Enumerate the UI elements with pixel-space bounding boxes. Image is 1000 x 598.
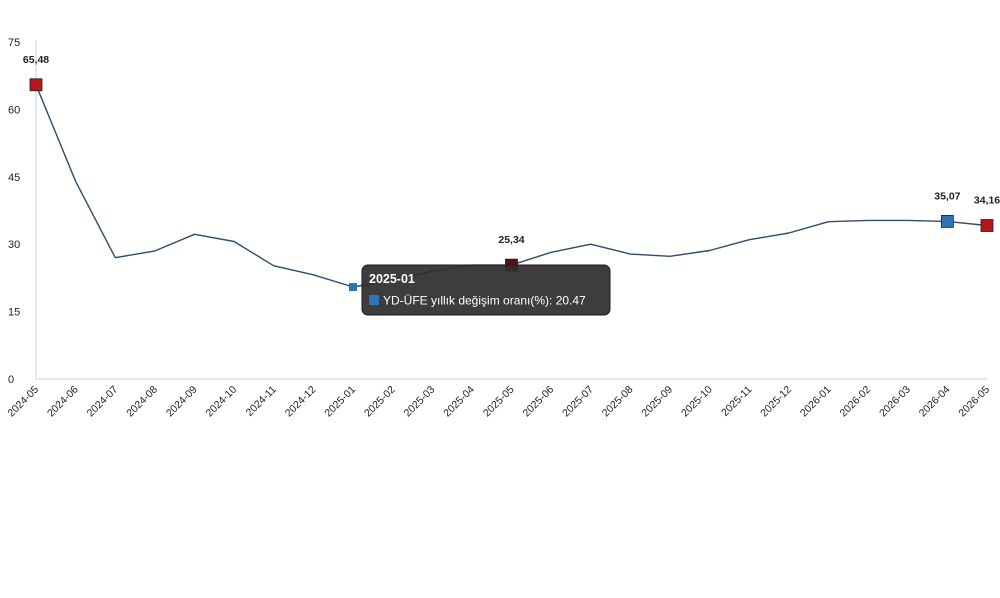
y-tick-label: 30 <box>8 239 20 251</box>
tooltip-swatch <box>369 295 379 305</box>
x-tick-label: 2025-12 <box>758 384 794 420</box>
x-tick-label: 2025-11 <box>719 384 754 419</box>
tooltip: 2025-01 YD-ÜFE yıllık değişim oranı(%): 2… <box>349 265 610 315</box>
highlight-marker[interactable] <box>941 215 953 227</box>
y-tick-label: 45 <box>8 172 20 184</box>
x-tick-label: 2025-02 <box>362 384 398 420</box>
markers-layer: 65,48 25,34 35,07 34,16 <box>23 54 1000 271</box>
x-tick-label: 2026-05 <box>956 384 992 420</box>
x-tick-label: 2026-02 <box>838 384 874 420</box>
highlight-marker[interactable] <box>981 220 993 232</box>
highlight-marker[interactable] <box>30 79 42 91</box>
x-tick-label: 2026-04 <box>917 384 953 420</box>
x-tick-label: 2025-08 <box>600 384 636 420</box>
x-tick-label: 2026-03 <box>877 384 913 420</box>
series-layer <box>36 85 987 287</box>
y-tick-label: 15 <box>8 307 20 319</box>
data-label: 34,16 <box>974 195 1000 207</box>
x-tick-label: 2024-06 <box>45 384 81 420</box>
x-tick-label: 2025-07 <box>560 384 596 420</box>
x-tick-label: 2025-01 <box>322 384 358 420</box>
x-tick-label: 2025-04 <box>441 384 477 420</box>
x-tick-label: 2025-05 <box>481 384 517 420</box>
x-tick-label: 2024-11 <box>244 384 279 419</box>
x-tick-label: 2025-09 <box>639 384 675 420</box>
x-tick-label: 2025-10 <box>679 384 715 420</box>
x-tick-label: 2024-09 <box>164 384 200 420</box>
tooltip-text: YD-ÜFE yıllık değişim oranı(%): 20.47 <box>383 294 586 308</box>
x-tick-label: 2026-01 <box>798 384 834 420</box>
hover-point-marker[interactable] <box>349 283 357 291</box>
axes <box>36 40 987 379</box>
y-tick-label: 75 <box>8 37 20 49</box>
y-tick-label: 60 <box>8 104 20 116</box>
y-axis-ticks: 0 15 30 45 60 75 <box>8 37 20 386</box>
x-tick-label: 2024-12 <box>283 384 319 420</box>
data-label: 65,48 <box>23 54 49 66</box>
y-tick-label: 0 <box>8 374 14 386</box>
x-tick-label: 2024-05 <box>5 384 41 420</box>
x-tick-label: 2025-06 <box>521 384 557 420</box>
x-tick-label: 2024-08 <box>124 384 160 420</box>
tooltip-title: 2025-01 <box>369 272 415 286</box>
series-line <box>36 85 987 287</box>
x-tick-label: 2025-03 <box>402 384 438 420</box>
data-label: 25,34 <box>498 234 524 246</box>
x-tick-label: 2024-10 <box>204 384 240 420</box>
x-tick-label: 2024-07 <box>85 384 121 420</box>
data-label: 35,07 <box>934 190 960 202</box>
